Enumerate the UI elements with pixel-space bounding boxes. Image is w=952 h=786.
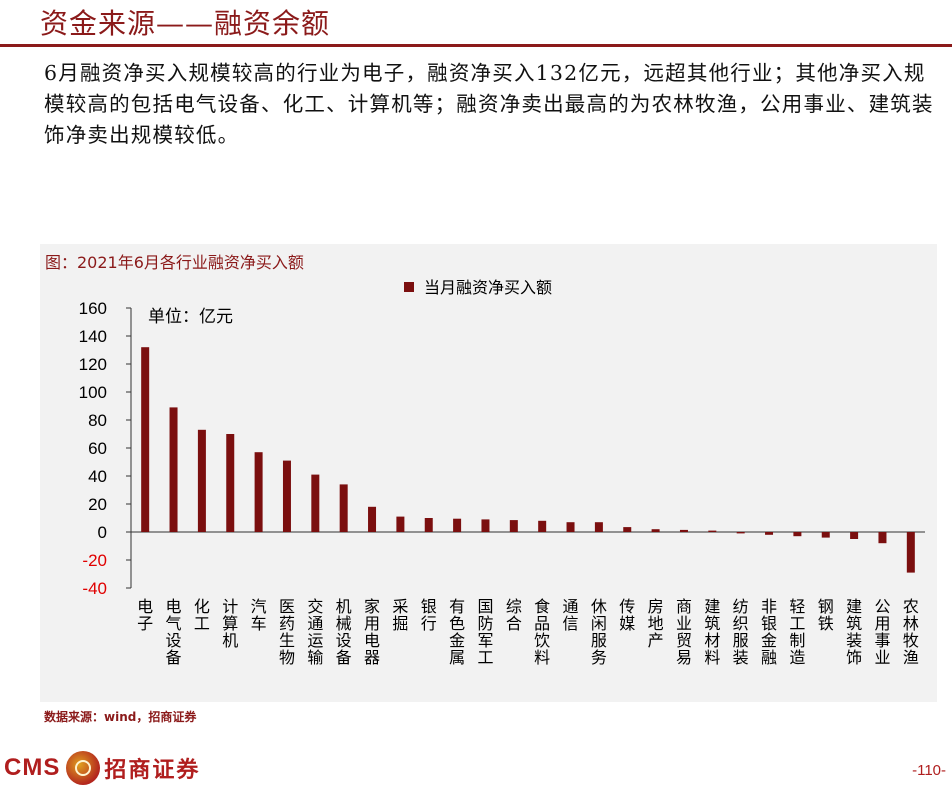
bar xyxy=(481,519,490,532)
chart-bars xyxy=(141,347,915,573)
unit-label: 单位：亿元 xyxy=(148,307,233,327)
title-divider xyxy=(0,44,952,47)
x-tick-label: 家用电器 xyxy=(364,597,380,667)
bar xyxy=(169,407,178,532)
y-tick-label: 80 xyxy=(88,411,107,430)
logo-cn-text: 招商证券 xyxy=(104,757,201,783)
x-tick-label: 传媒 xyxy=(619,597,635,633)
x-tick-label: 商业贸易 xyxy=(676,597,692,667)
x-tick-label: 医药生物 xyxy=(279,597,295,667)
page-number: -110- xyxy=(912,762,946,779)
bar xyxy=(197,429,206,532)
x-tick-label: 电子 xyxy=(137,597,153,633)
x-tick-label: 采掘 xyxy=(392,597,408,633)
bar xyxy=(538,520,547,532)
x-tick-label: 房地产 xyxy=(648,597,664,650)
summary-text: 6月融资净买入规模较高的行业为电子，融资净买入132亿元，远超其他行业；其他净买… xyxy=(44,61,934,147)
x-tick-label: 通信 xyxy=(563,597,579,633)
x-tick-label: 汽车 xyxy=(251,597,267,633)
x-tick-label: 非银金融 xyxy=(761,597,777,667)
legend-swatch xyxy=(404,282,414,292)
data-source: 数据来源：wind，招商证券 xyxy=(44,710,197,724)
x-tick-label: 轻工制造 xyxy=(789,597,805,667)
y-tick-label: 140 xyxy=(79,327,107,346)
bar xyxy=(509,520,518,532)
y-tick-label: 120 xyxy=(79,355,107,374)
y-tick-label: 0 xyxy=(98,523,107,542)
chart-labels: 160 140 120 100 80 60 40 20 0 -20 -40 电子电气设备化工计算机汽车… xyxy=(79,278,919,667)
chart-panel xyxy=(40,244,937,702)
bar xyxy=(141,347,150,532)
legend-label: 当月融资净买入额 xyxy=(424,278,552,297)
bar xyxy=(226,434,235,532)
x-tick-label: 银行 xyxy=(421,597,437,633)
x-tick-label: 有色金属 xyxy=(449,597,465,667)
bar xyxy=(906,532,915,573)
bar xyxy=(878,532,887,544)
chart-caption: 图：2021年6月各行业融资净买入额 xyxy=(45,253,304,272)
bar xyxy=(850,532,859,539)
y-tick-label: 40 xyxy=(88,467,107,486)
bar xyxy=(623,527,632,532)
y-tick-label: -40 xyxy=(82,579,107,598)
bar xyxy=(282,460,291,532)
x-tick-label: 公用事业 xyxy=(874,597,890,667)
x-tick-label: 食品饮料 xyxy=(534,597,550,667)
x-tick-label: 综合 xyxy=(506,597,522,633)
x-tick-label: 化工 xyxy=(194,597,210,633)
x-tick-label: 纺织服装 xyxy=(733,597,749,667)
x-tick-label: 国防军工 xyxy=(477,597,493,667)
logo-cms-text: CMS xyxy=(4,754,61,781)
bar xyxy=(424,518,433,532)
y-tick-label: -20 xyxy=(82,551,107,570)
x-tick-label: 计算机 xyxy=(222,597,238,650)
bar xyxy=(736,532,745,534)
chart-axes xyxy=(126,307,925,589)
bar xyxy=(396,516,405,532)
y-tick-label: 20 xyxy=(88,495,107,514)
x-tick-label: 钢铁 xyxy=(818,597,834,633)
bar xyxy=(651,529,660,532)
bar xyxy=(566,522,575,532)
bar xyxy=(594,522,603,532)
x-tick-label: 电气设备 xyxy=(166,597,182,667)
y-tick-label: 100 xyxy=(79,383,107,402)
logo-emblem-icon xyxy=(66,751,101,785)
company-logo: CMS 招商证券 xyxy=(4,750,200,786)
bar xyxy=(311,474,320,532)
bar xyxy=(765,532,774,535)
bar xyxy=(453,518,462,532)
y-tick-label: 160 xyxy=(79,299,107,318)
x-tick-label: 农林牧渔 xyxy=(903,597,919,667)
bar xyxy=(793,532,802,537)
bar xyxy=(368,506,377,532)
page-title: 资金来源——融资余额 xyxy=(40,7,331,40)
y-tick-label: 60 xyxy=(88,439,107,458)
bar xyxy=(821,532,830,538)
x-tick-label: 机械设备 xyxy=(336,597,352,667)
bar xyxy=(339,484,348,532)
bar xyxy=(708,530,717,532)
bar xyxy=(679,529,688,532)
x-tick-label: 建筑装饰 xyxy=(846,597,862,667)
x-tick-label: 建筑材料 xyxy=(704,597,720,667)
bar xyxy=(254,452,263,532)
x-tick-label: 交通运输 xyxy=(307,597,323,667)
x-tick-label: 休闲服务 xyxy=(591,597,607,667)
